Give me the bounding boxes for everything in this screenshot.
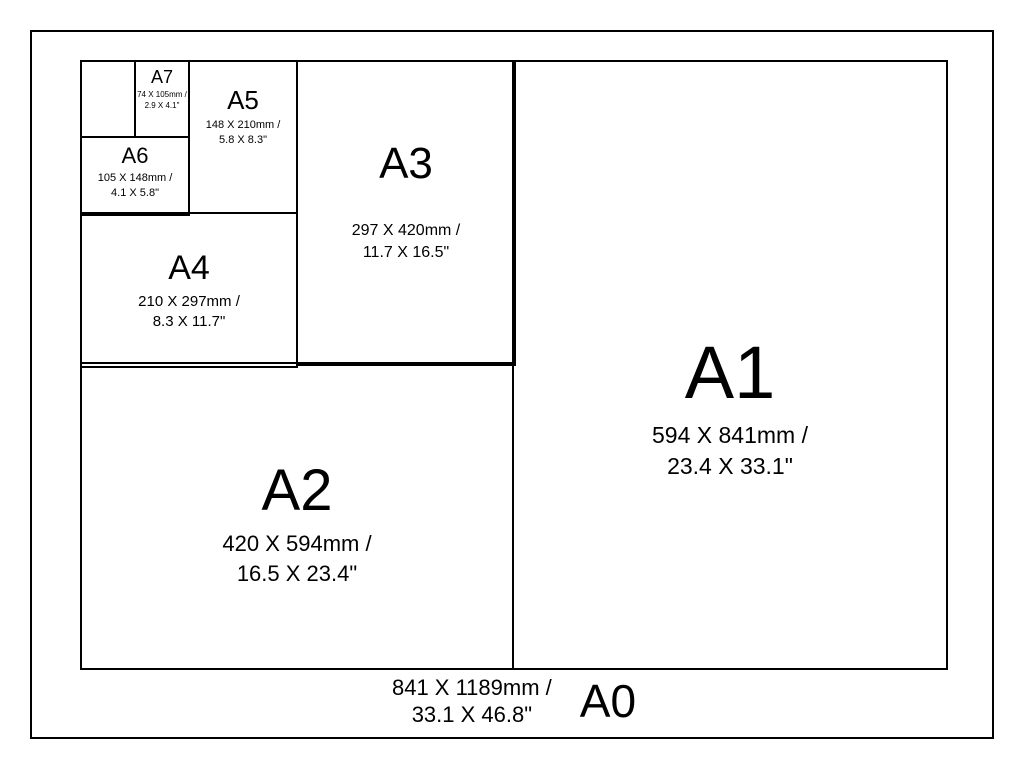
a7-cell: A7 74 X 105mm / 2.9 X 4.1" [134,60,190,138]
a0-dimensions: 841 X 1189mm / 33.1 X 46.8" [392,674,552,729]
a3-mm: 297 X 420mm / [352,222,461,239]
a7-in: 2.9 X 4.1" [145,101,180,110]
a1-in: 23.4 X 33.1" [667,453,793,479]
a6-name: A6 [82,144,188,168]
a1-mm: 594 X 841mm / [652,422,808,448]
a2-cell: A2 420 X 594mm / 16.5 X 23.4" [80,362,514,670]
a6-mm: 105 X 148mm / [98,172,173,184]
a2-name: A2 [82,459,512,523]
a4-name: A4 [82,250,296,287]
a3-name: A3 [298,140,514,188]
a3-dimensions: 297 X 420mm / 11.7 X 16.5" [298,220,514,263]
a6-cell: A6 105 X 148mm / 4.1 X 5.8" [80,136,190,216]
a7-name: A7 [136,68,188,88]
a0-name: A0 [580,674,636,728]
a4-cell: A4 210 X 297mm / 8.3 X 11.7" [80,212,298,368]
a0-rectangle: A1 594 X 841mm / 23.4 X 33.1" A2 420 X 5… [80,60,948,670]
a4-in: 8.3 X 11.7" [153,313,226,330]
a4-dimensions: 210 X 297mm / 8.3 X 11.7" [82,292,296,333]
a5-name: A5 [190,86,296,115]
a5-cell: A5 148 X 210mm / 5.8 X 8.3" [188,60,298,214]
a7-mm: 74 X 105mm / [137,90,187,99]
a7-dimensions: 74 X 105mm / 2.9 X 4.1" [136,90,188,112]
a1-cell: A1 594 X 841mm / 23.4 X 33.1" [512,60,948,670]
a3-cell: A3 297 X 420mm / 11.7 X 16.5" [296,60,516,366]
a3-in: 11.7 X 16.5" [363,244,449,261]
a2-in: 16.5 X 23.4" [237,561,357,586]
a1-dimensions: 594 X 841mm / 23.4 X 33.1" [514,420,946,482]
a0-caption-row: 841 X 1189mm / 33.1 X 46.8" A0 [80,673,948,729]
a5-in: 5.8 X 8.3" [219,134,267,146]
a0-in: 33.1 X 46.8" [412,702,532,727]
a6-in: 4.1 X 5.8" [111,187,159,199]
a5-mm: 148 X 210mm / [206,119,281,131]
a1-name: A1 [514,332,946,413]
a4-mm: 210 X 297mm / [138,293,240,310]
a6-dimensions: 105 X 148mm / 4.1 X 5.8" [82,171,188,201]
a0-mm: 841 X 1189mm / [392,675,552,700]
a2-mm: 420 X 594mm / [222,531,371,556]
a2-dimensions: 420 X 594mm / 16.5 X 23.4" [82,529,512,588]
a5-dimensions: 148 X 210mm / 5.8 X 8.3" [190,118,296,148]
outer-frame: A1 594 X 841mm / 23.4 X 33.1" A2 420 X 5… [30,30,994,739]
